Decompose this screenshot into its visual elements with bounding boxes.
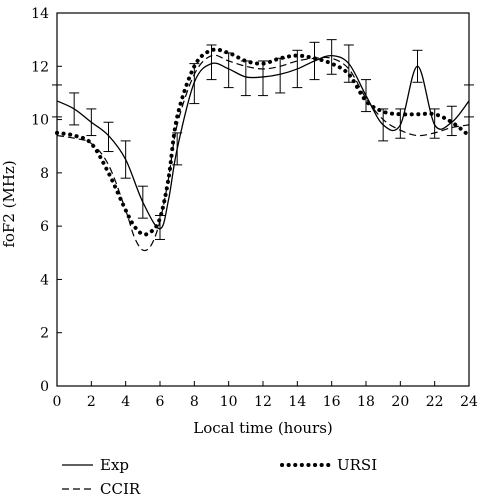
- y-tick-label: 2: [40, 326, 49, 342]
- error-bar: [378, 108, 389, 142]
- error-bar: [412, 49, 423, 83]
- x-tick-label: 14: [288, 394, 306, 410]
- error-bar: [309, 41, 320, 81]
- error-bar: [464, 84, 474, 118]
- error-bar: [103, 121, 114, 153]
- y-tick-label: 0: [40, 379, 49, 395]
- y-tick-label: 10: [31, 113, 49, 129]
- x-tick-label: 16: [323, 394, 341, 410]
- error-bar: [155, 214, 165, 240]
- error-bar: [137, 185, 148, 219]
- error-bar: [275, 57, 286, 94]
- y-tick-label: 8: [40, 166, 49, 182]
- error-bar: [223, 52, 234, 89]
- error-bar: [206, 44, 217, 81]
- error-bar: [446, 105, 457, 137]
- legend-item-ccir: CCIR: [62, 480, 141, 498]
- x-tick-label: 18: [357, 394, 375, 410]
- x-tick-label: 2: [87, 394, 96, 410]
- legend-label-exp: Exp: [100, 456, 129, 474]
- x-tick-label: 4: [121, 394, 130, 410]
- y-tick-label: 14: [31, 6, 49, 22]
- error-bar: [52, 84, 62, 118]
- x-tick-label: 0: [53, 394, 62, 410]
- x-axis-label: Local time (hours): [193, 419, 333, 437]
- error-bar: [258, 60, 268, 97]
- error-bar: [429, 108, 440, 139]
- x-tick-label: 8: [190, 394, 199, 410]
- y-axis-label: foF2 (MHz): [0, 160, 18, 247]
- series-line-ursi: [55, 47, 471, 237]
- x-tick-label: 12: [254, 394, 272, 410]
- x-tick-label: 10: [220, 394, 238, 410]
- x-tick-label: 22: [426, 394, 444, 410]
- error-bars: [52, 39, 474, 240]
- legend: Exp CCIR URSI: [62, 456, 377, 498]
- y-axis-ticks: 0 2 4 6 8 10 12 14: [31, 6, 62, 395]
- error-bar: [292, 49, 303, 89]
- x-tick-label: 6: [156, 394, 165, 410]
- error-bar: [69, 92, 80, 126]
- y-tick-label: 12: [31, 59, 49, 75]
- error-bar: [343, 44, 354, 83]
- x-axis-ticks: 0 2 4 6 8 10 12 14 16 18 20 22 24: [53, 381, 478, 410]
- error-bar: [172, 132, 183, 166]
- legend-label-ccir: CCIR: [100, 480, 141, 498]
- error-bar: [240, 60, 251, 97]
- legend-item-ursi: URSI: [280, 456, 377, 474]
- legend-item-exp: Exp: [62, 456, 129, 474]
- error-bar: [86, 108, 97, 137]
- x-tick-label: 20: [391, 394, 409, 410]
- y-tick-label: 6: [40, 219, 49, 235]
- series-line-ccir: [56, 54, 470, 252]
- error-bar: [395, 108, 406, 139]
- error-bar: [326, 39, 337, 75]
- legend-label-ursi: URSI: [337, 456, 377, 474]
- error-bar: [361, 79, 371, 113]
- error-bar: [120, 140, 131, 179]
- x-tick-label: 24: [460, 394, 478, 410]
- error-bar: [189, 63, 200, 105]
- y-tick-label: 4: [40, 272, 49, 288]
